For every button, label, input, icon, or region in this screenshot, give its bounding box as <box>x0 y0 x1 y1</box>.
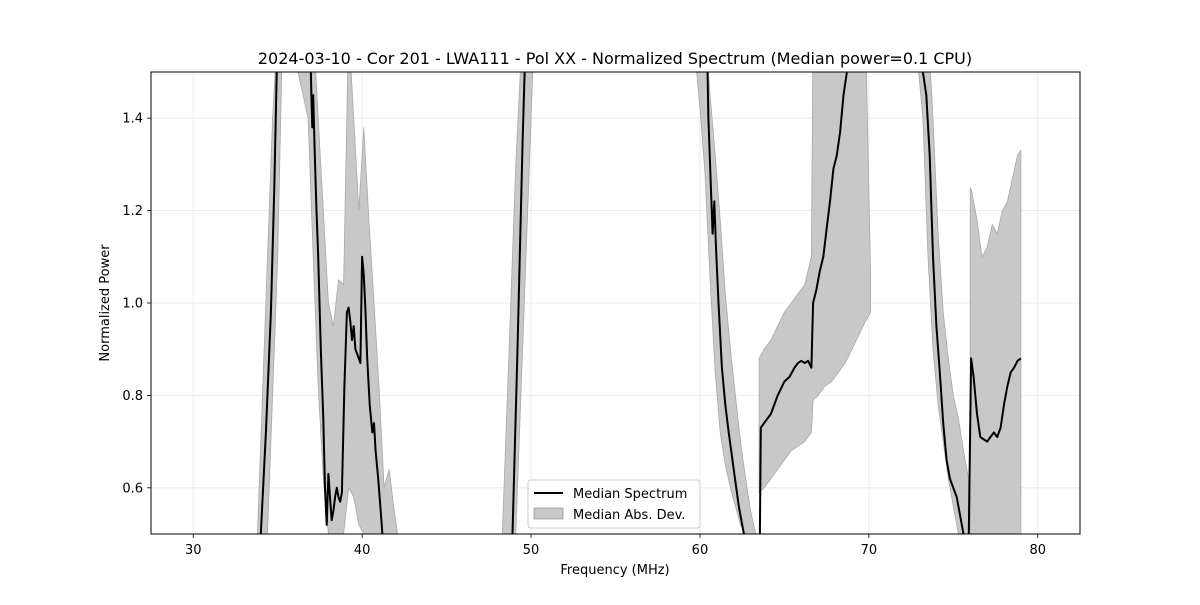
x-tick-label: 60 <box>692 543 709 558</box>
x-tick-label: 30 <box>185 543 202 558</box>
x-axis-ticks: 30 40 50 60 70 80 <box>185 534 1046 558</box>
legend-band-swatch <box>533 507 564 520</box>
x-tick-label: 50 <box>523 543 540 558</box>
y-tick-label: 1.4 <box>122 112 143 127</box>
y-tick-label: 1.0 <box>122 297 143 312</box>
x-tick-label: 40 <box>354 543 371 558</box>
legend: Median Spectrum Median Abs. Dev. <box>527 479 701 529</box>
x-tick-label: 80 <box>1029 543 1046 558</box>
y-axis-label: Normalized Power <box>98 244 113 362</box>
y-tick-label: 0.6 <box>122 481 143 496</box>
y-tick-label: 0.8 <box>122 389 143 404</box>
x-axis-label: Frequency (MHz) <box>560 563 669 578</box>
median-spectrum-line <box>259 72 1022 534</box>
legend-label-median-abs-dev: Median Abs. Dev. <box>573 508 685 523</box>
mad-band-segment <box>257 72 399 534</box>
mad-band-segment <box>501 72 534 534</box>
legend-box <box>527 479 701 529</box>
median-line-layer <box>259 72 1022 534</box>
chart-title: 2024-03-10 - Cor 201 - LWA111 - Pol XX -… <box>258 49 972 68</box>
y-tick-label: 1.2 <box>122 204 143 219</box>
x-tick-label: 70 <box>861 543 878 558</box>
y-axis-ticks: 0.6 0.8 1.0 1.2 1.4 <box>122 112 151 496</box>
mad-band-segment <box>758 72 871 494</box>
legend-label-median-spectrum: Median Spectrum <box>573 487 687 502</box>
